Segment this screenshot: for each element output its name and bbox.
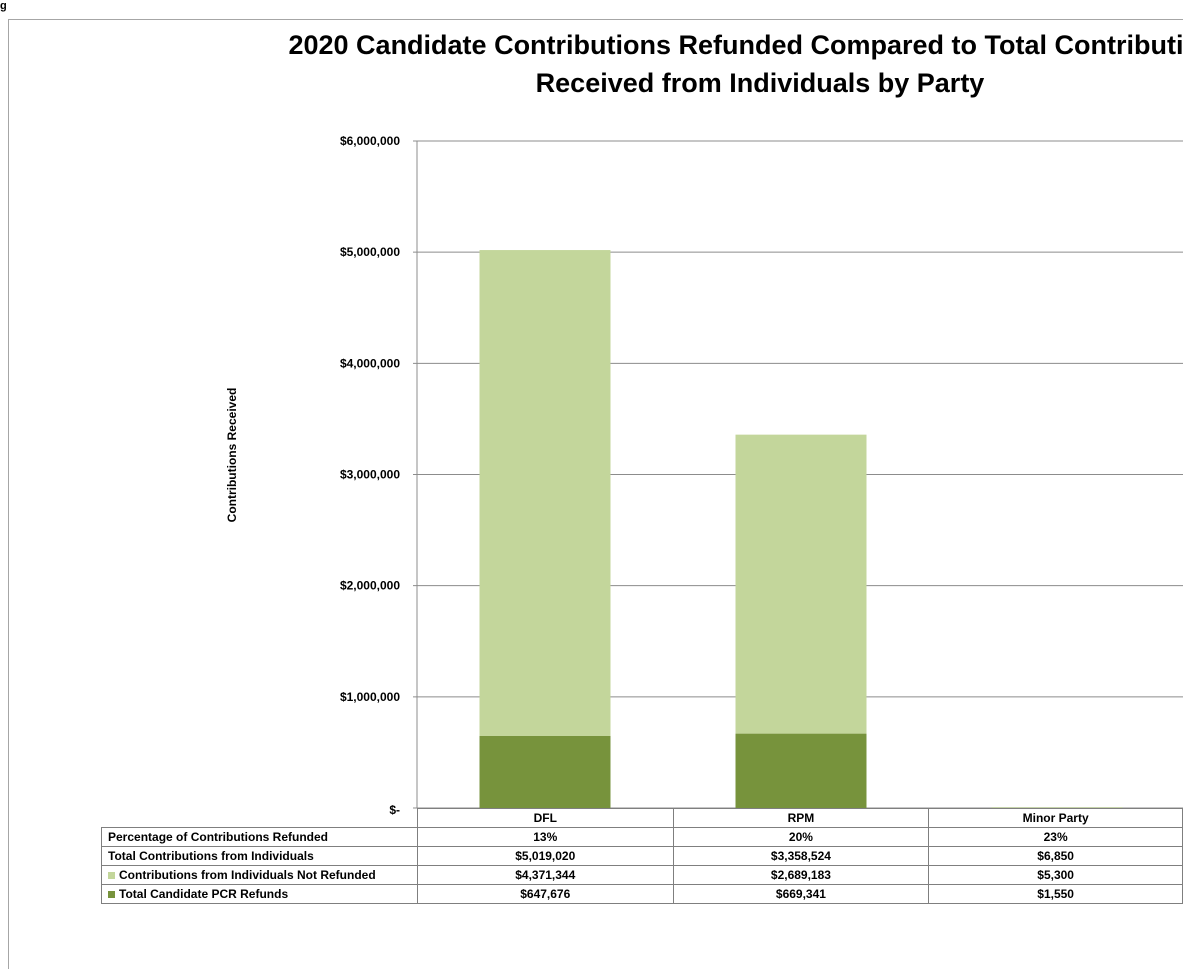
table-cell: 13% bbox=[417, 828, 673, 847]
bar-refunds bbox=[480, 736, 611, 808]
table-cell: $4,371,344 bbox=[417, 866, 673, 885]
row-label-text: Contributions from Individuals Not Refun… bbox=[119, 868, 376, 882]
table-row: Total Candidate PCR Refunds $647,676$669,… bbox=[102, 885, 1183, 904]
table-corner-cell bbox=[102, 809, 418, 828]
y-tick-label: $5,000,000 bbox=[340, 245, 400, 259]
y-tick-label: $1,000,000 bbox=[340, 690, 400, 704]
table-row: Total Contributions from Individuals $5,0… bbox=[102, 847, 1183, 866]
table-cell: $2,689,183 bbox=[673, 866, 929, 885]
table-cell: $6,850 bbox=[929, 847, 1183, 866]
table-cell: $1,550 bbox=[929, 885, 1183, 904]
bar-not-refunded bbox=[480, 250, 611, 736]
y-tick-label: $2,000,000 bbox=[340, 579, 400, 593]
table-cell: $5,300 bbox=[929, 866, 1183, 885]
y-tick-label: $3,000,000 bbox=[340, 468, 400, 482]
legend-swatch bbox=[108, 872, 115, 879]
table-cell: $5,019,020 bbox=[417, 847, 673, 866]
legend-swatch bbox=[108, 891, 115, 898]
table-cell: $647,676 bbox=[417, 885, 673, 904]
x-category-label: Minor Party bbox=[929, 809, 1183, 828]
table-cell: $669,341 bbox=[673, 885, 929, 904]
row-label: Total Candidate PCR Refunds bbox=[102, 885, 418, 904]
table-cell: $3,358,524 bbox=[673, 847, 929, 866]
table-row: Contributions from Individuals Not Refun… bbox=[102, 866, 1183, 885]
bar-not-refunded bbox=[736, 435, 867, 734]
row-label: Percentage of Contributions Refunded bbox=[102, 828, 418, 847]
row-label: Total Contributions from Individuals bbox=[102, 847, 418, 866]
table-cell: 20% bbox=[673, 828, 929, 847]
y-tick-label: $4,000,000 bbox=[340, 356, 400, 370]
table-cell: 23% bbox=[929, 828, 1183, 847]
row-label: Contributions from Individuals Not Refun… bbox=[102, 866, 418, 885]
row-label-text: Total Contributions from Individuals bbox=[108, 849, 314, 863]
row-label-text: Percentage of Contributions Refunded bbox=[108, 830, 328, 844]
x-category-label: RPM bbox=[673, 809, 929, 828]
bar-refunds bbox=[736, 734, 867, 808]
row-label-text: Total Candidate PCR Refunds bbox=[119, 887, 288, 901]
y-tick-label: $6,000,000 bbox=[340, 134, 400, 148]
x-category-label: DFL bbox=[417, 809, 673, 828]
